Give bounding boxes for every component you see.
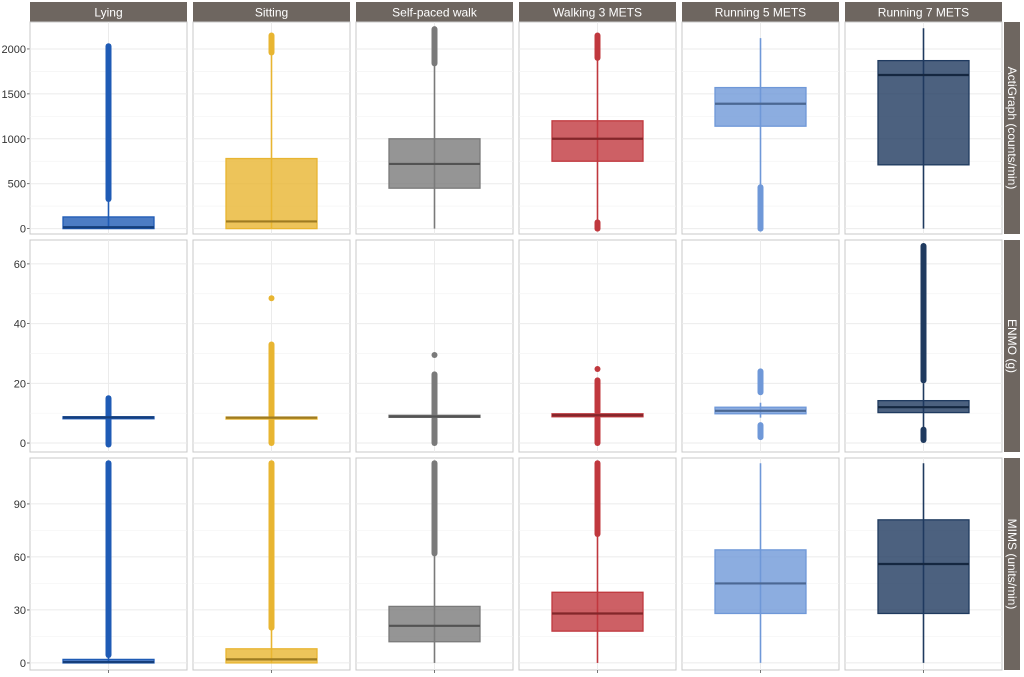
box — [225, 648, 318, 664]
y-tick-label: 500 — [8, 179, 26, 191]
box — [877, 59, 970, 166]
y-tick-label: 1000 — [2, 134, 26, 146]
y-tick-label: 60 — [14, 552, 26, 564]
row-strip-label-actigraph-counts-min: ActiGraph (counts/min) — [1005, 67, 1019, 190]
box — [877, 519, 970, 615]
strip-lying — [30, 2, 187, 22]
y-tick-label: 90 — [14, 499, 26, 511]
y-tick-label: 40 — [14, 319, 26, 331]
strip-label-lying: Lying — [94, 6, 122, 20]
row-strip-label-mims-units-min: MIMS (units/min) — [1005, 519, 1019, 610]
y-tick-label: 60 — [14, 259, 26, 271]
strip-sitting — [193, 2, 350, 22]
row-strip-mims-units-min — [1004, 458, 1020, 670]
row-strip-label-enmo-g: ENMO (g) — [1005, 319, 1019, 373]
strip-label-walking-3-mets: Walking 3 METS — [553, 6, 642, 20]
y-tick-label: 0 — [20, 658, 26, 670]
y-tick-label: 0 — [20, 224, 26, 236]
strip-walking-3-mets — [519, 2, 676, 22]
box — [551, 591, 644, 632]
y-tick-label: 1500 — [2, 89, 26, 101]
strip-label-running-5-mets: Running 5 METS — [715, 6, 806, 20]
outlier-point — [431, 351, 438, 358]
y-tick-label: 20 — [14, 378, 26, 390]
y-tick-label: 2000 — [2, 44, 26, 56]
box — [551, 120, 644, 162]
box — [714, 549, 807, 615]
strip-label-running-7-mets: Running 7 METS — [878, 6, 969, 20]
box — [225, 157, 318, 230]
strip-label-self-paced-walk: Self-paced walk — [392, 6, 478, 20]
row-strip-enmo-g — [1004, 240, 1020, 452]
row-strip-actigraph-counts-min — [1004, 22, 1020, 234]
outlier-point — [268, 295, 275, 302]
box — [388, 605, 481, 643]
outlier-point — [594, 365, 601, 372]
strip-self-paced-walk — [356, 2, 513, 22]
strip-running-5-mets — [682, 2, 839, 22]
box — [62, 216, 155, 230]
box — [714, 86, 807, 127]
strip-running-7-mets — [845, 2, 1002, 22]
strip-label-sitting: Sitting — [255, 6, 288, 20]
y-tick-label: 30 — [14, 605, 26, 617]
y-tick-label: 0 — [20, 438, 26, 450]
